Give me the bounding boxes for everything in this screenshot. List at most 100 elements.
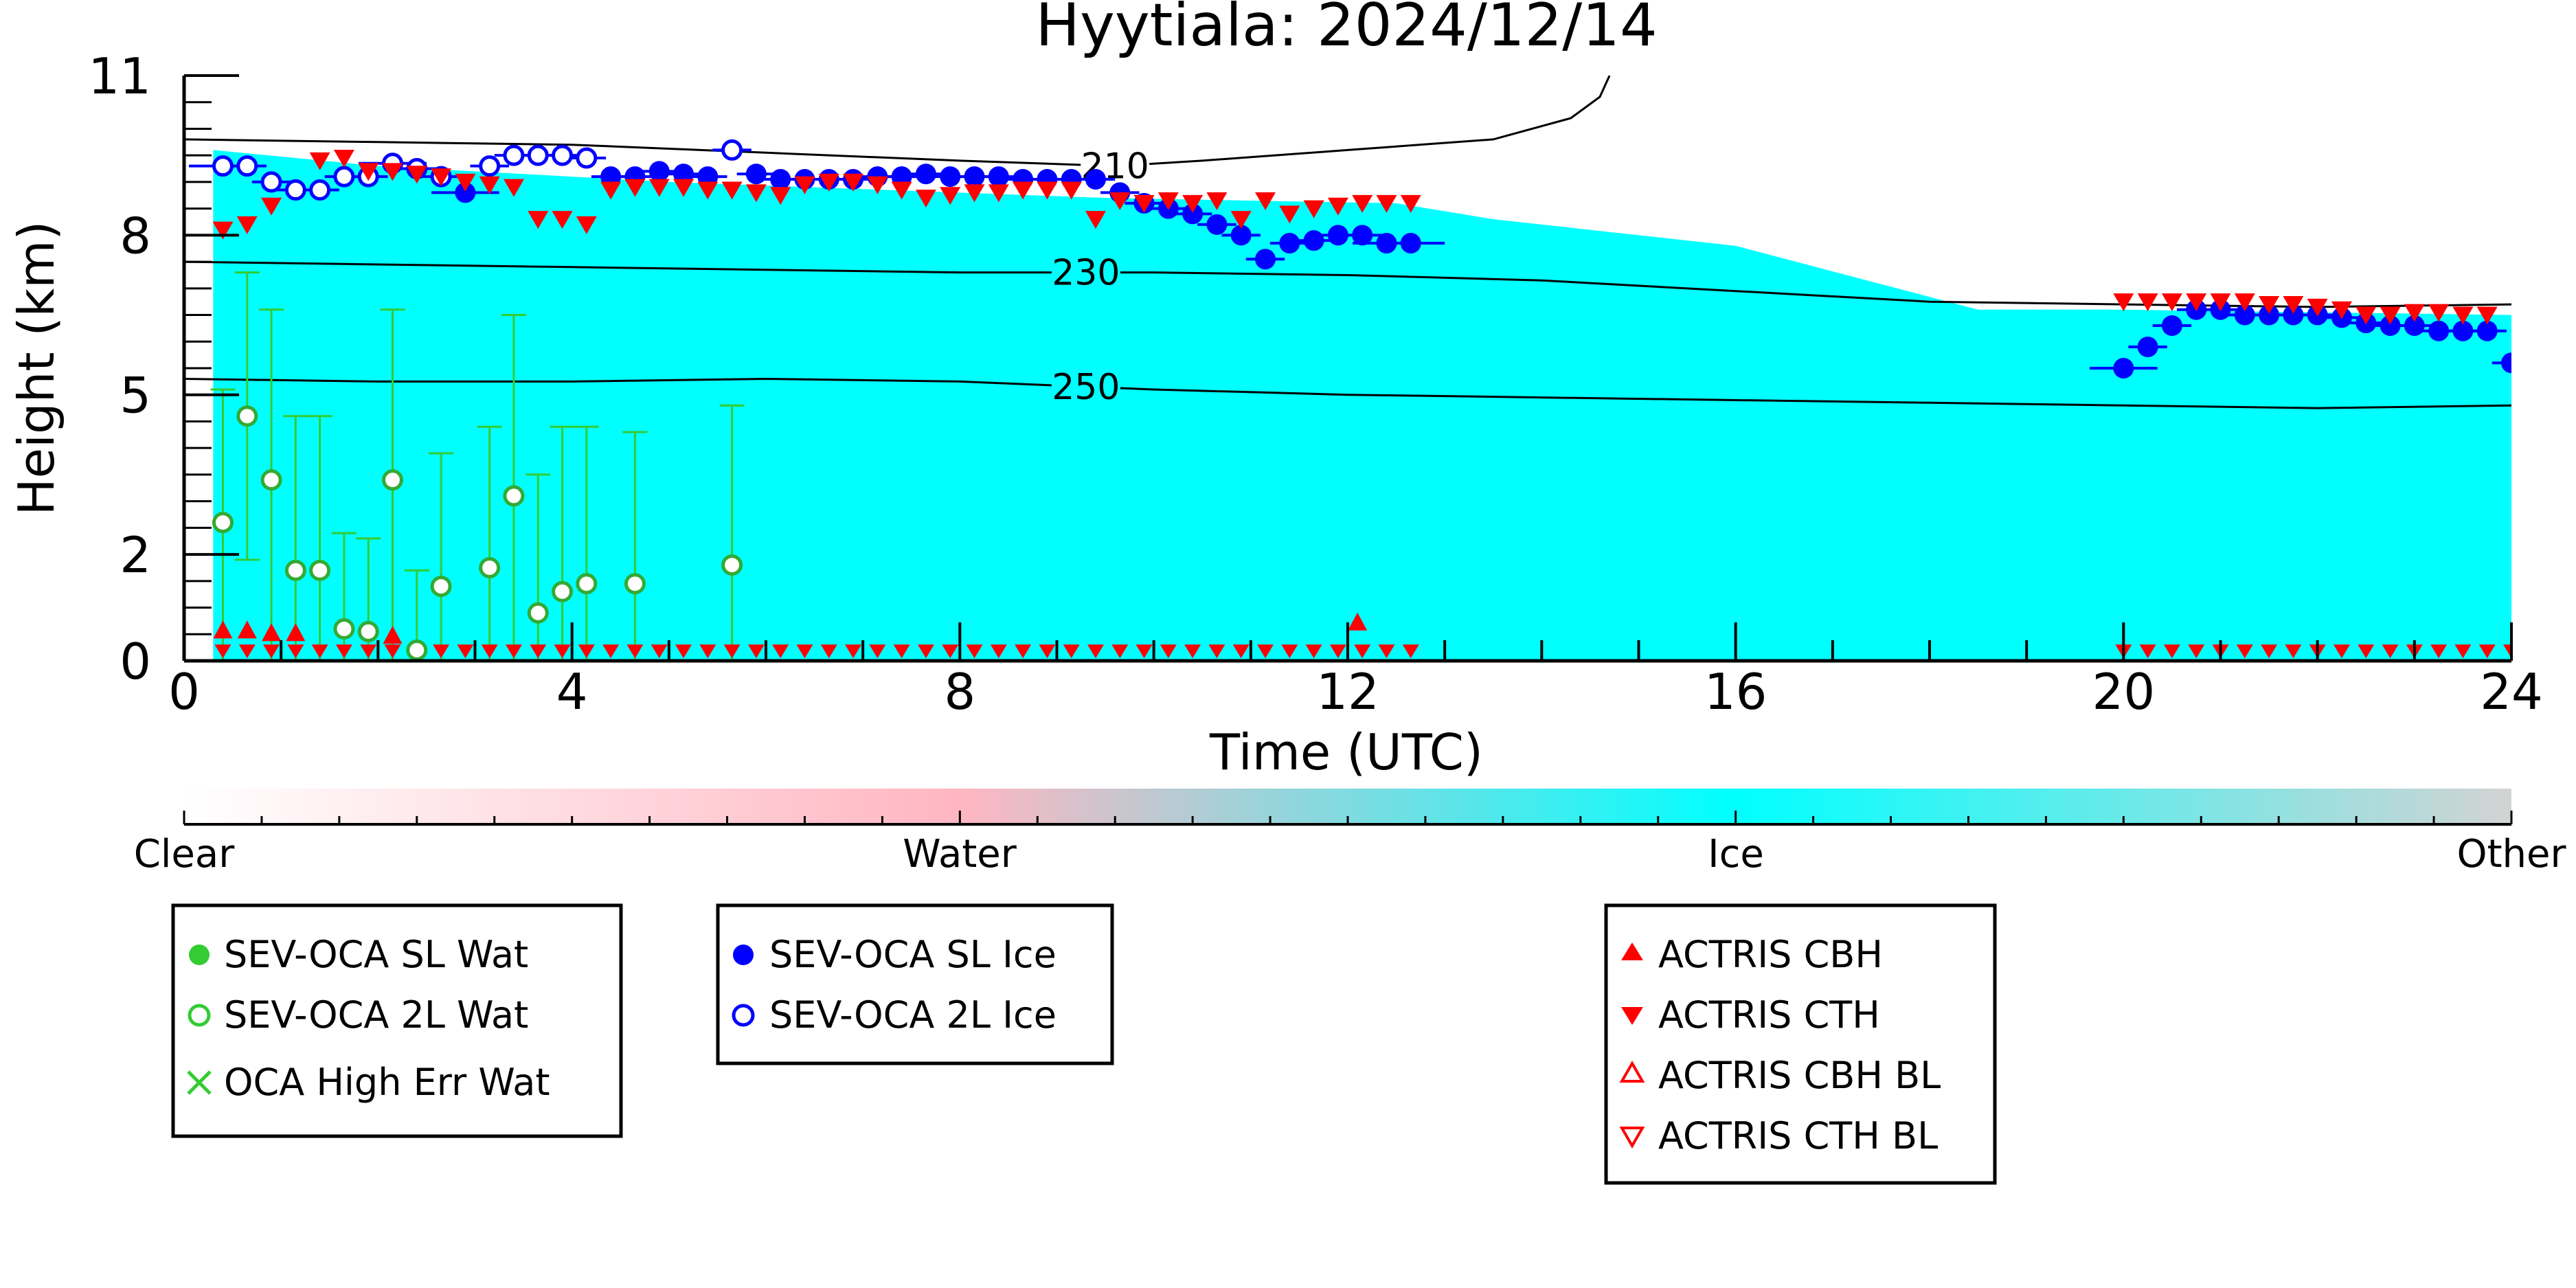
sev-oca-2l-wat-point bbox=[236, 405, 258, 427]
surface-cth-marker bbox=[942, 644, 959, 659]
surface-cth-marker bbox=[2236, 644, 2253, 659]
actris-cth-point bbox=[1109, 192, 1131, 211]
actris-cth-point bbox=[2452, 306, 2474, 325]
actris-cth-point bbox=[1279, 205, 1300, 224]
sev-oca-sl-ice-point bbox=[1279, 232, 1300, 253]
cloud-phase-field bbox=[213, 150, 2511, 661]
actris-cth-point bbox=[745, 184, 767, 203]
actris-cth-point bbox=[988, 184, 1009, 203]
surface-cth-marker bbox=[2382, 644, 2399, 659]
actris-cth-point bbox=[1206, 192, 1228, 211]
x-tick-label: 24 bbox=[2480, 663, 2543, 721]
actris-cth-point bbox=[1376, 194, 1397, 213]
sev-oca-2l-ice-point bbox=[527, 144, 549, 166]
surface-cth-marker bbox=[1232, 644, 1250, 659]
actris-cth-point bbox=[2307, 298, 2328, 317]
legend-marker-sl-ice bbox=[733, 945, 754, 965]
legend-marker-cbh-bl bbox=[1619, 1060, 1645, 1083]
x-tick-label: 20 bbox=[2092, 663, 2156, 721]
surface-cth-marker bbox=[2139, 644, 2156, 659]
legend-label-2l-ice: SEV-OCA 2L Ice bbox=[769, 993, 1057, 1037]
actris-cth-point bbox=[1037, 181, 1058, 200]
surface-cth-marker bbox=[2261, 644, 2278, 659]
sev-oca-sl-ice-point bbox=[988, 166, 1009, 188]
legend-marker-cbh bbox=[1621, 942, 1643, 960]
sev-oca-2l-ice-point bbox=[260, 171, 282, 193]
sev-oca-2l-wat-point bbox=[503, 485, 525, 507]
surface-cth-marker bbox=[2503, 644, 2511, 659]
actris-cth-point bbox=[1182, 194, 1204, 213]
surface-cth-marker bbox=[1111, 644, 1129, 659]
actris-cbh-point bbox=[213, 620, 233, 639]
actris-cth-point bbox=[1303, 200, 1324, 218]
sev-oca-2l-wat-point bbox=[333, 618, 355, 640]
actris-cth-point bbox=[503, 179, 524, 197]
sev-oca-sl-ice-point bbox=[2234, 304, 2255, 326]
actris-cth-point bbox=[236, 216, 258, 234]
surface-cth-marker bbox=[1039, 644, 1056, 659]
sev-oca-2l-wat-point bbox=[382, 469, 404, 491]
colorbar-label-water: Water bbox=[903, 832, 1017, 877]
surface-cth-marker bbox=[360, 644, 377, 659]
surface-cth-marker bbox=[263, 644, 280, 659]
actris-cth-point bbox=[212, 221, 234, 240]
sev-oca-sl-ice-point bbox=[2380, 315, 2401, 337]
actris-cth-point bbox=[1255, 192, 1276, 211]
sev-oca-sl-ice-point bbox=[2501, 352, 2511, 374]
legend-label-cth: ACTRIS CTH bbox=[1658, 993, 1880, 1037]
sev-oca-2l-wat-point bbox=[284, 559, 306, 581]
axes: 0 4 8 12 16 20 24 0 2 5 8 11 bbox=[88, 47, 2542, 721]
actris-cth-point bbox=[333, 150, 354, 168]
sev-oca-2l-ice-point bbox=[333, 166, 355, 188]
legend-label-cbh: ACTRIS CBH bbox=[1658, 933, 1883, 976]
sev-oca-sl-ice-point bbox=[915, 163, 936, 185]
sev-oca-sl-ice-point bbox=[964, 166, 985, 188]
sev-oca-2l-wat-point bbox=[309, 559, 331, 581]
surface-cth-marker bbox=[990, 644, 1007, 659]
surface-cth-marker bbox=[893, 644, 910, 659]
actris-cth-point bbox=[2161, 293, 2182, 312]
surface-cth-marker bbox=[869, 644, 886, 659]
actris-cbh-point bbox=[262, 623, 282, 642]
y-tick-label: 2 bbox=[120, 526, 151, 584]
actris-cth-point bbox=[431, 168, 452, 187]
surface-cth-marker bbox=[699, 644, 716, 659]
actris-cth-point bbox=[1133, 194, 1155, 213]
legend-ice: SEV-OCA SL Ice SEV-OCA 2L Ice bbox=[716, 903, 1114, 1065]
actris-cth-point bbox=[2476, 306, 2498, 325]
surface-cth-marker bbox=[554, 644, 571, 659]
actris-cth-point bbox=[1352, 194, 1373, 213]
surface-cth-marker bbox=[335, 644, 352, 659]
actris-cth-point bbox=[1157, 192, 1179, 211]
colorbar: Clear Water Ice Other bbox=[134, 789, 2566, 877]
surface-cth-marker bbox=[747, 644, 765, 659]
x-tick-label: 16 bbox=[1704, 663, 1767, 721]
sev-oca-sl-ice-point bbox=[1327, 225, 1348, 246]
y-tick-label: 11 bbox=[88, 47, 151, 105]
actris-cth-point bbox=[2283, 296, 2304, 315]
sev-oca-sl-ice-point bbox=[455, 182, 476, 203]
surface-cth-marker bbox=[1063, 644, 1080, 659]
colorbar-label-clear: Clear bbox=[134, 832, 235, 877]
legend-water: SEV-OCA SL Wat SEV-OCA 2L Wat OCA High E… bbox=[171, 903, 623, 1138]
sev-oca-sl-ice-point bbox=[1085, 169, 1106, 190]
actris-cth-point bbox=[309, 152, 330, 170]
actris-cth-point bbox=[552, 211, 573, 229]
actris-cth-point bbox=[1327, 197, 1348, 216]
actris-cth-point bbox=[1085, 211, 1106, 229]
sev-oca-sl-ice-point bbox=[1206, 214, 1228, 235]
colorbar-label-other: Other bbox=[2456, 832, 2566, 877]
surface-cth-marker bbox=[2430, 644, 2448, 659]
surface-cth-marker bbox=[1184, 644, 1201, 659]
surface-cth-marker bbox=[1136, 644, 1153, 659]
surface-cth-marker bbox=[1160, 644, 1177, 659]
surface-cth-marker bbox=[2333, 644, 2350, 659]
actris-cth-point bbox=[2113, 293, 2134, 312]
sev-oca-2l-wat-point bbox=[721, 554, 743, 576]
surface-cth-marker bbox=[1281, 644, 1298, 659]
actris-cth-point bbox=[358, 163, 379, 181]
surface-cth-marker bbox=[1305, 644, 1322, 659]
actris-cth-point bbox=[843, 173, 864, 192]
surface-cth-marker bbox=[214, 644, 231, 659]
